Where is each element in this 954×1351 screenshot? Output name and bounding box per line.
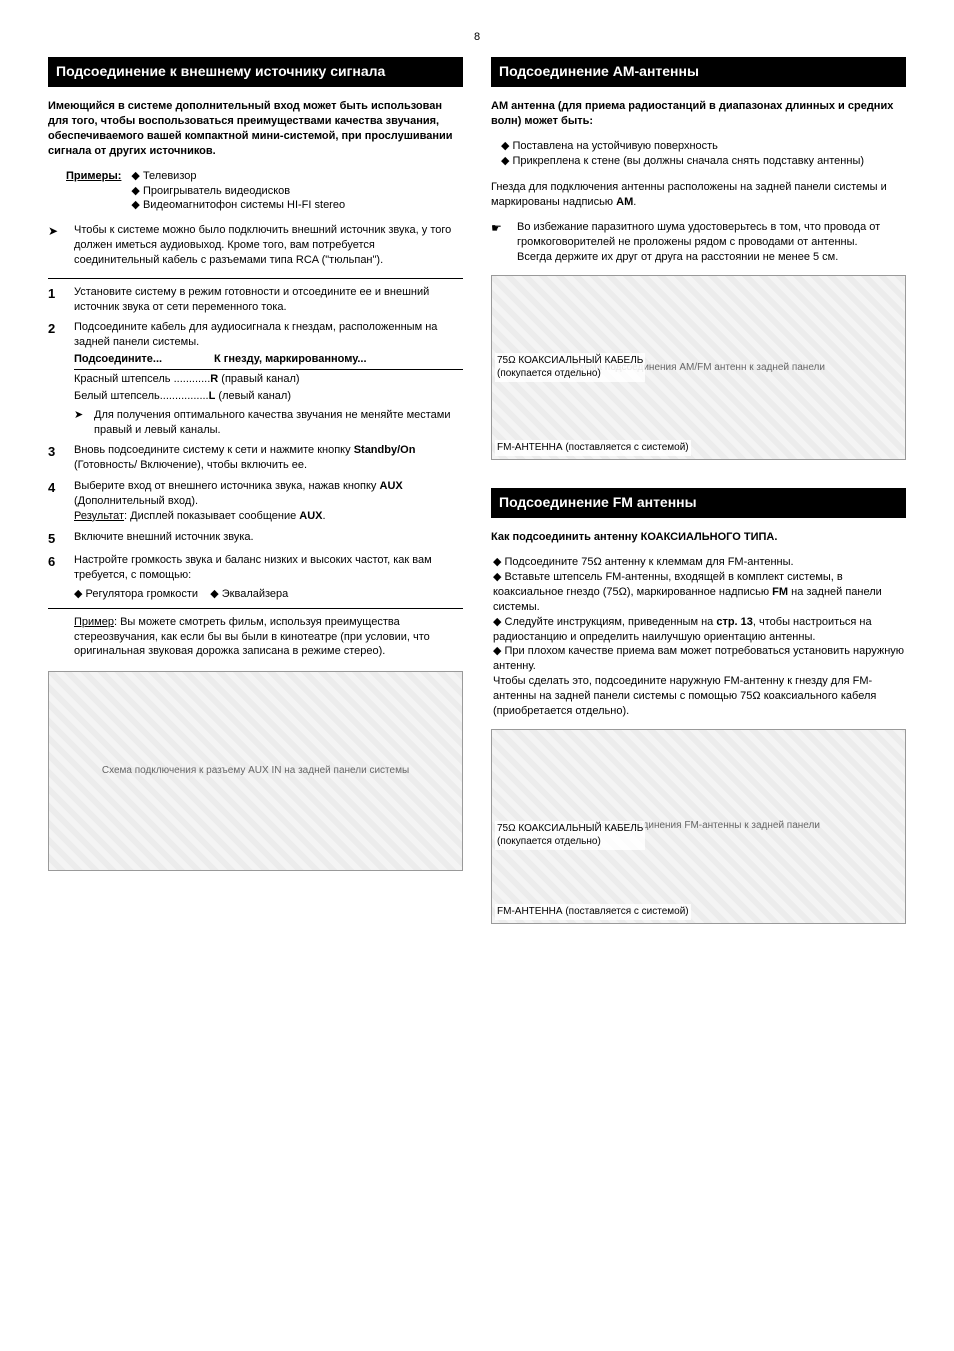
th-left: Подсоедините...	[74, 352, 214, 367]
connect-table-header: Подсоедините... К гнезду, маркированному…	[74, 350, 463, 370]
divider	[48, 608, 463, 609]
note-block: ➤ Чтобы к системе можно было подключить …	[48, 223, 463, 268]
example-item: Проигрыватель видеодисков	[131, 184, 345, 199]
result-label: Результат	[74, 510, 124, 522]
diagram-label-fm: FM-АНТЕННА (поставляется с системой)	[495, 904, 691, 920]
step-2: Подсоедините кабель для аудиосигнала к г…	[48, 320, 463, 437]
am-bullets: Поставлена на устойчивую поверхность При…	[491, 139, 906, 169]
step-1: Установите систему в режим готовности и …	[48, 285, 463, 315]
note-text: Чтобы к системе можно было подключить вн…	[74, 223, 463, 268]
section-heading-aux: Подсоединение к внешнему источнику сигна…	[48, 57, 463, 88]
subnote-text: Для получения оптимального качества звуч…	[94, 408, 463, 438]
fm-bullets: Подсоедините 75Ω антенну к клеммам для F…	[491, 555, 906, 718]
bullet-item: При плохом качестве приема вам может пот…	[493, 644, 906, 718]
diagram-label-coax: 75Ω КОАКСИАЛЬНЫЙ КАБЕЛЬ (покупается отде…	[495, 353, 645, 382]
left-column: Подсоединение к внешнему источнику сигна…	[48, 57, 463, 924]
bullet-item: Подсоедините 75Ω антенну к клеммам для F…	[493, 555, 906, 570]
bullet-item: Прикреплена к стене (вы должны сначала с…	[501, 154, 906, 169]
step-text: Вновь подсоедините систему к сети и нажм…	[74, 443, 463, 473]
section-heading-fm: Подсоединение FM антенны	[491, 488, 906, 519]
page: 8 Подсоединение к внешнему источнику сиг…	[0, 0, 954, 964]
am-intro: AM антенна (для приема радиостанций в ди…	[491, 99, 906, 129]
step-text: Включите внешний источник звука.	[74, 530, 463, 548]
bullet-item: Поставлена на устойчивую поверхность	[501, 139, 906, 154]
warn-hand-icon: ☛	[491, 220, 509, 265]
connect-row-r: Красный штепсель ............R (правый к…	[74, 372, 463, 387]
am-diagram-wrap: Схема подсоединения AM/FM антенн к задне…	[491, 275, 906, 460]
bullet-item: ◆ Регулятора громкости	[74, 588, 198, 600]
subnote: ➤ Для получения оптимального качества зв…	[74, 408, 463, 438]
step-text: Настройте громкость звука и баланс низки…	[74, 553, 463, 602]
examples-list: Телевизор Проигрыватель видеодисков Виде…	[131, 169, 345, 214]
figure-alt: Схема подключения к разъему AUX IN на за…	[102, 764, 409, 778]
steps-list: Установите систему в режим готовности и …	[48, 285, 463, 602]
step-text: Установите систему в режим готовности и …	[74, 285, 463, 315]
step-6: Настройте громкость звука и баланс низки…	[48, 553, 463, 602]
example-item: Видеомагнитофон системы HI-FI stereo	[131, 198, 345, 213]
diagram-label-fm: FM-АНТЕННА (поставляется с системой)	[495, 440, 691, 456]
examples-label: Примеры:	[66, 169, 121, 214]
aux-diagram-image: Схема подключения к разъему AUX IN на за…	[48, 671, 463, 871]
note-arrow-icon: ➤	[48, 223, 66, 268]
step-4: Выберите вход от внешнего источника звук…	[48, 479, 463, 524]
connect-row-l: Белый штепсель................L (левый к…	[74, 389, 463, 404]
bullet-item: Следуйте инструкциям, приведенным на стр…	[493, 615, 906, 645]
examples-block: Примеры: Телевизор Проигрыватель видеоди…	[48, 169, 463, 214]
bullet-item: ◆ Эквалайзера	[210, 588, 288, 600]
subnote-arrow-icon: ➤	[74, 408, 88, 438]
example-item: Телевизор	[131, 169, 345, 184]
bullet-item: Вставьте штепсель FM-антенны, входящей в…	[493, 570, 906, 615]
section-heading-am: Подсоединение AM-антенны	[491, 57, 906, 88]
diagram-label-coax: 75Ω КОАКСИАЛЬНЫЙ КАБЕЛЬ (покупается отде…	[495, 821, 645, 850]
right-column: Подсоединение AM-антенны AM антенна (для…	[491, 57, 906, 924]
columns: Подсоединение к внешнему источнику сигна…	[48, 57, 906, 924]
am-warning: ☛ Во избежание паразитного шума удостове…	[491, 220, 906, 265]
step-text: Выберите вход от внешнего источника звук…	[74, 479, 463, 524]
fm-intro: Как подсоединить антенну КОАКСИАЛЬНОГО Т…	[491, 530, 906, 545]
divider	[48, 278, 463, 279]
fm-diagram-wrap: Схема подсоединения FM-антенны к задней …	[491, 729, 906, 924]
step-3: Вновь подсоедините систему к сети и нажм…	[48, 443, 463, 473]
example-label: Пример: Вы можете смотреть фильм, исполь…	[74, 615, 463, 660]
intro-text: Имеющийся в системе дополнительный вход …	[48, 99, 463, 158]
example-note: Пример: Вы можете смотреть фильм, исполь…	[48, 615, 463, 660]
step-body: Подсоедините кабель для аудиосигнала к г…	[74, 320, 463, 437]
step-5: Включите внешний источник звука.	[48, 530, 463, 548]
warn-text: Во избежание паразитного шума удостоверь…	[517, 220, 906, 265]
step-6-bullets: ◆ Регулятора громкости ◆ Эквалайзера	[74, 587, 463, 602]
th-right: К гнезду, маркированному...	[214, 352, 367, 367]
page-number: 8	[48, 30, 906, 45]
step-text: Подсоедините кабель для аудиосигнала к г…	[74, 321, 437, 348]
am-para: Гнезда для подключения антенны расположе…	[491, 180, 906, 210]
